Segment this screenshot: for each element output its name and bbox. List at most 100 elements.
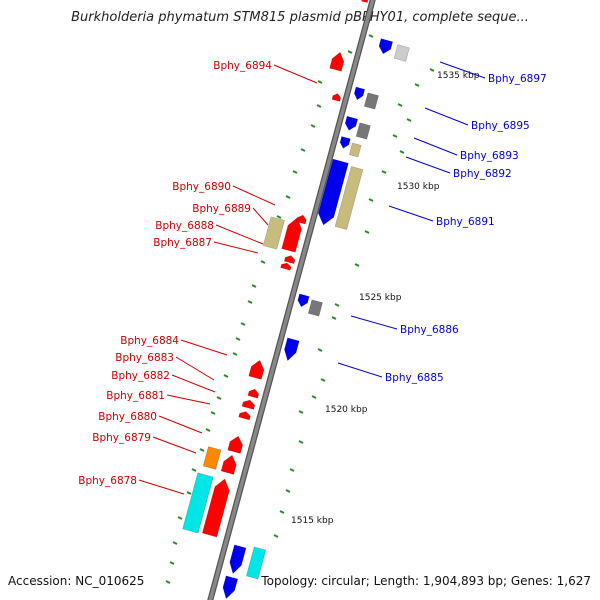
tick-mark [292, 170, 298, 174]
tick-mark [285, 489, 291, 493]
gene-arrow-shape [229, 544, 247, 575]
tick-mark [406, 118, 412, 122]
tick-mark [331, 316, 337, 320]
gene-box [348, 142, 362, 158]
tick-mark [210, 411, 216, 415]
gene-arrow-shape [329, 51, 345, 72]
gene-arrow-shape [201, 478, 230, 538]
gene-arrow-shape [220, 454, 237, 475]
gene-leader-line [413, 137, 458, 156]
gene-arrow-shape [378, 38, 394, 55]
tick-mark [186, 491, 192, 495]
gene-label-bphy-6893: Bphy_6893 [460, 150, 519, 162]
gene-leader-line [213, 241, 259, 254]
gene-leader-line [405, 156, 451, 174]
gene-leader-line [350, 315, 398, 330]
gene-leader-line [273, 64, 318, 84]
tick-mark [317, 348, 323, 352]
gene-arrow-shape [331, 93, 342, 102]
gene-box-shape [363, 92, 379, 110]
gene-box-shape [334, 166, 364, 230]
tick-mark [273, 534, 279, 538]
scale-label: 1515 kbp [291, 516, 334, 526]
tick-mark [172, 541, 178, 545]
gene-label-bphy-6887: Bphy_6887 [153, 237, 212, 249]
gene-label-bphy-6879: Bphy_6879 [92, 432, 151, 444]
tick-mark [381, 170, 387, 174]
scale-label: 1520 kbp [325, 405, 368, 415]
gene-arrow [296, 214, 307, 225]
gene-arrow-shape [339, 136, 351, 149]
gene-arrow-shape [296, 214, 307, 225]
gene-label-bphy-6895: Bphy_6895 [471, 120, 530, 132]
gene-arrow-shape [280, 262, 292, 271]
gene-box [202, 446, 222, 470]
tick-mark [199, 448, 205, 452]
gene-box [363, 92, 379, 110]
gene-arrow [247, 388, 260, 399]
gene-arrow-shape [248, 359, 265, 380]
tick-mark [205, 428, 211, 432]
gene-leader-line [180, 339, 228, 356]
gene-leader-line [152, 436, 197, 454]
gene-arrow-shape [344, 115, 359, 131]
gene-label-bphy-6890: Bphy_6890 [172, 181, 231, 193]
tick-mark [177, 516, 183, 520]
tick-mark [247, 300, 253, 304]
gene-box-shape [393, 44, 410, 62]
gene-box [307, 299, 323, 317]
tick-mark [232, 352, 238, 356]
gene-box-shape [246, 546, 267, 580]
gene-label-bphy-6894: Bphy_6894 [213, 60, 272, 72]
gene-leader-line [138, 479, 185, 495]
gene-box [246, 546, 267, 580]
gene-arrow [281, 217, 302, 253]
tick-mark [316, 104, 322, 108]
tick-mark [216, 396, 222, 400]
gene-label-bphy-6888: Bphy_6888 [155, 220, 214, 232]
gene-arrow [238, 411, 251, 421]
gene-arrow [353, 86, 366, 101]
tick-mark [279, 510, 285, 514]
gene-label-bphy-6880: Bphy_6880 [98, 411, 157, 423]
gene-box-shape [262, 216, 285, 250]
gene-arrow [317, 158, 349, 226]
gene-arrow [220, 454, 237, 475]
gene-leader-line [337, 362, 383, 378]
tick-mark [169, 561, 175, 565]
tick-mark [320, 378, 326, 382]
gene-leader-line [439, 61, 486, 79]
gene-box [393, 44, 410, 62]
gene-label-bphy-6889: Bphy_6889 [192, 203, 251, 215]
tick-mark [223, 374, 229, 378]
gene-label-bphy-6883: Bphy_6883 [115, 352, 174, 364]
tick-mark [191, 468, 197, 472]
tick-mark [399, 150, 405, 154]
tick-mark [364, 230, 370, 234]
tick-mark [260, 260, 266, 264]
gene-arrow-shape [297, 293, 310, 308]
gene-arrow [378, 38, 394, 55]
gene-leader-line [158, 415, 203, 434]
tick-mark [392, 134, 398, 138]
gene-arrow [222, 575, 239, 600]
gene-box [182, 472, 214, 534]
gene-box-shape [182, 472, 214, 534]
scale-label: 1530 kbp [397, 182, 440, 192]
tick-mark [368, 34, 374, 38]
gene-arrow-shape [317, 158, 349, 226]
gene-arrow-shape [238, 411, 251, 421]
scale-label: 1535 kbp [437, 71, 480, 81]
gene-arrow-shape [361, 0, 369, 4]
gene-arrow-shape [247, 388, 260, 399]
gene-box [355, 122, 371, 140]
gene-arrow [344, 115, 359, 131]
gene-box [262, 216, 285, 250]
tick-mark [298, 410, 304, 414]
tick-mark [354, 263, 360, 267]
gene-arrow [283, 255, 296, 265]
gene-arrow-shape [283, 255, 296, 265]
tick-mark [289, 468, 295, 472]
gene-arrow [339, 136, 351, 149]
